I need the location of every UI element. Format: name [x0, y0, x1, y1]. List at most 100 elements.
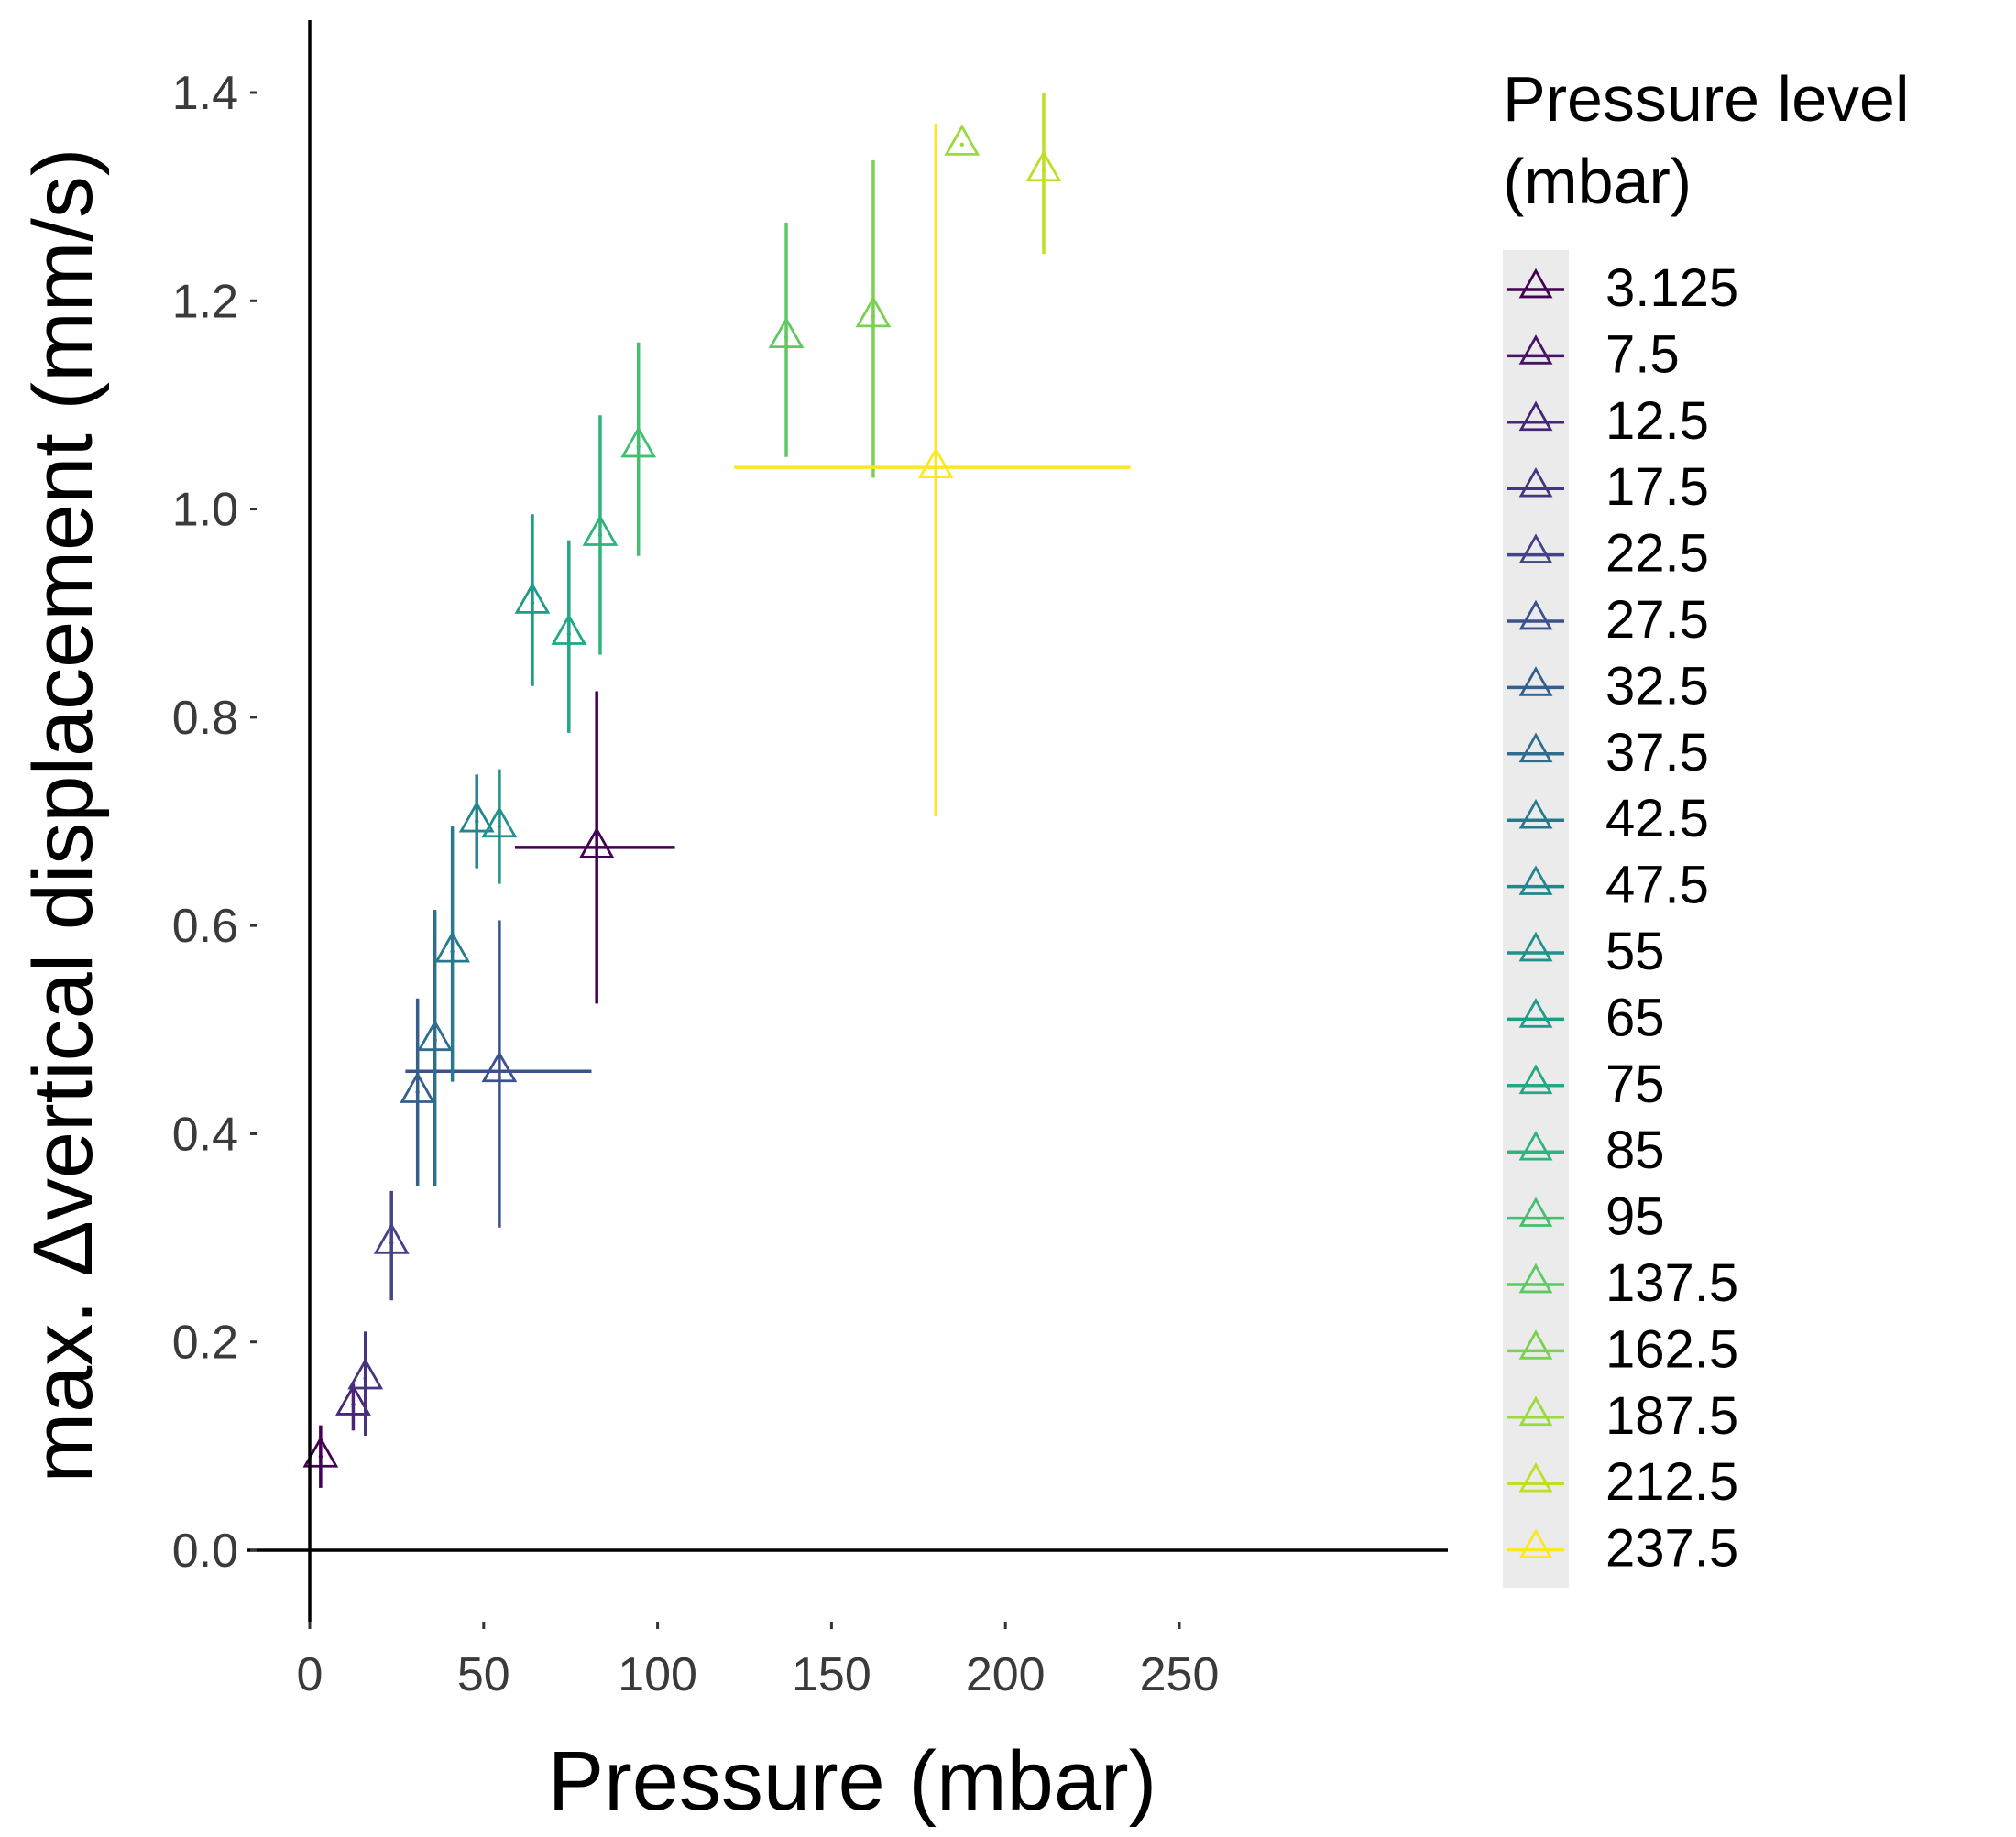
point-22_5-center-dot: [389, 1241, 394, 1245]
legend-key-marker: [1518, 334, 1553, 365]
point-32_5-center-dot: [415, 1089, 420, 1095]
point-17_5-center-dot: [363, 1376, 367, 1381]
point-187_5-marker: [944, 124, 981, 156]
legend-label: 65: [1605, 988, 1665, 1047]
y-tick-label: 1.4: [172, 67, 238, 120]
legend-key-marker: [1518, 732, 1553, 763]
x-tick-label: 100: [618, 1648, 697, 1701]
legend-key-marker: [1518, 798, 1553, 829]
point-12_5-center-dot: [351, 1402, 356, 1407]
x-tick-label: 0: [297, 1648, 323, 1701]
point-27_5-center-dot: [497, 1069, 502, 1074]
legend-key-marker: [1518, 931, 1553, 962]
point-65-marker: [514, 582, 551, 614]
legend-title-line: Pressure level: [1503, 63, 1910, 135]
point-extra-3_125-center-dot: [594, 845, 599, 850]
legend-key-marker: [1518, 1130, 1553, 1161]
legend-label: 95: [1605, 1187, 1665, 1247]
x-tick-label: 200: [966, 1648, 1046, 1701]
legend-label: 7.5: [1605, 324, 1680, 384]
legend-label: 47.5: [1605, 856, 1709, 915]
x-tick-label: 50: [457, 1648, 510, 1701]
point-162_5-center-dot: [871, 314, 876, 319]
legend-label: 3.125: [1605, 258, 1738, 318]
point-32_5-marker: [400, 1071, 436, 1103]
y-tick-label: 0.6: [172, 900, 238, 953]
axes: 0.0 0.2 0.4 0.6 0.8 1.0 1.2 1.4 0 50 100 150 200 250 P…: [16, 20, 1448, 1828]
legend-key-marker: [1518, 998, 1553, 1028]
point-3_125-marker: [302, 1436, 339, 1468]
point-65-center-dot: [530, 600, 535, 606]
legend-label: 237.5: [1605, 1519, 1738, 1579]
legend-label: 22.5: [1605, 524, 1709, 584]
point-85-marker: [582, 514, 619, 546]
y-axis-title: max. Δvertical displacement (mm/s): [16, 148, 110, 1482]
point-75-marker: [551, 613, 587, 645]
legend-key-marker: [1518, 666, 1553, 696]
legend-key-marker: [1518, 1461, 1553, 1493]
legend-label: 212.5: [1605, 1452, 1738, 1512]
point-212_5-marker: [1025, 149, 1062, 182]
legend-key-marker: [1518, 865, 1553, 895]
y-tick-label: 1.2: [172, 275, 238, 328]
point-85-center-dot: [597, 532, 603, 538]
legend-key-marker: [1518, 268, 1553, 299]
legend-key-marker: [1518, 599, 1553, 630]
point-47_5-center-dot: [475, 819, 479, 824]
point-75-center-dot: [566, 631, 572, 637]
legend-key-background: [1503, 250, 1569, 1588]
point-42_5-marker: [434, 931, 471, 963]
legend-label: 162.5: [1605, 1319, 1738, 1379]
point-55-center-dot: [497, 824, 502, 829]
x-axis-title: Pressure (mbar): [548, 1734, 1157, 1828]
legend-label: 27.5: [1605, 590, 1709, 650]
point-22_5-marker: [373, 1222, 410, 1254]
legend-label: 42.5: [1605, 789, 1709, 848]
y-tick-label: 0.4: [172, 1108, 238, 1161]
point-237_5-center-dot: [934, 465, 938, 470]
legend-title-line: (mbar): [1503, 146, 1692, 217]
legend-label: 137.5: [1605, 1253, 1738, 1313]
point-17_5-marker: [347, 1358, 384, 1390]
point-187_5-center-dot: [959, 142, 964, 148]
legend-key-marker: [1518, 466, 1553, 498]
plot-area: [302, 93, 1131, 1488]
point-42_5-center-dot: [450, 949, 455, 954]
legend-label: 55: [1605, 922, 1665, 981]
legend-label: 12.5: [1605, 391, 1709, 451]
legend-key-marker: [1518, 533, 1553, 563]
x-tick-label: 150: [792, 1648, 871, 1701]
legend-label: 37.5: [1605, 723, 1709, 782]
legend-key-marker: [1518, 1064, 1553, 1095]
y-tick-label: 1.0: [172, 484, 238, 537]
point-137_5-marker: [768, 316, 805, 349]
point-162_5-marker: [855, 295, 892, 328]
point-237_5-marker: [917, 446, 954, 479]
y-tick-label: 0.2: [172, 1317, 238, 1370]
legend-label: 32.5: [1605, 656, 1709, 716]
legend-key-marker: [1518, 1528, 1553, 1558]
point-55-marker: [481, 805, 518, 838]
legend-label: 75: [1605, 1055, 1665, 1114]
point-27_5-marker: [481, 1050, 518, 1083]
point-95-marker: [620, 425, 657, 458]
y-tick-label: 0.8: [172, 692, 238, 745]
y-tick-label: 0.0: [172, 1525, 238, 1578]
point-3_125-center-dot: [318, 1454, 323, 1459]
x-tick-label: 250: [1140, 1648, 1220, 1701]
point-47_5-marker: [458, 801, 495, 833]
legend-key-marker: [1518, 1395, 1553, 1427]
point-extra-3_125-marker: [578, 826, 615, 858]
point-137_5-center-dot: [783, 334, 789, 340]
point-37_5-marker: [417, 1019, 454, 1052]
point-212_5-center-dot: [1041, 169, 1046, 173]
point-95-center-dot: [636, 444, 641, 449]
legend-key-marker: [1518, 1329, 1553, 1360]
legend-key-marker: [1518, 1197, 1553, 1227]
legend-label: 17.5: [1605, 457, 1709, 517]
legend-key-marker: [1518, 1263, 1553, 1294]
legend-key-marker: [1518, 400, 1553, 432]
point-12_5-marker: [335, 1383, 371, 1416]
